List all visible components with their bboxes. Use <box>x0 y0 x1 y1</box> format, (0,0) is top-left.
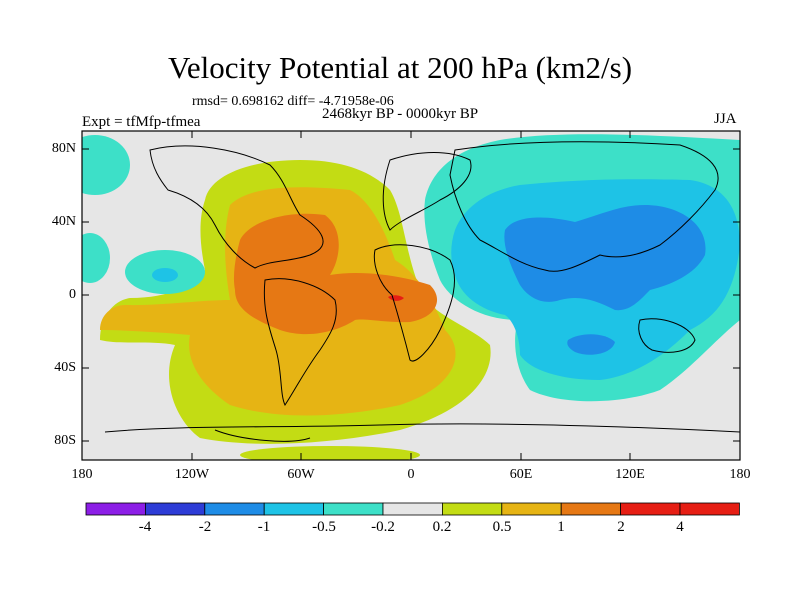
lon-label-120e: 120E <box>615 467 645 482</box>
lon-label-60w: 60W <box>287 467 315 482</box>
colorbar <box>85 502 740 516</box>
colorbar-label: 2 <box>617 519 625 535</box>
colorbar-box-10 <box>679 502 740 516</box>
colorbar-label: -0.2 <box>371 519 395 535</box>
colorbar-box-6 <box>441 502 503 516</box>
experiment-label: Expt = tfMfp-tfmea <box>82 114 201 130</box>
contour-negative-1-south <box>567 334 615 355</box>
contour-negative-1 <box>504 205 706 311</box>
season-label: JJA <box>714 111 737 127</box>
period-line: 2468kyr BP - 0000kyr BP <box>322 106 479 122</box>
lat-label-0: 0 <box>69 287 76 302</box>
lon-ticks <box>191 131 631 460</box>
lat-label-40n: 40N <box>51 214 76 229</box>
contour-south-pacific <box>133 313 157 327</box>
colorbar-box-9 <box>620 502 681 516</box>
colorbar-label: 0.2 <box>432 519 452 535</box>
contour-east-pacific <box>82 233 110 283</box>
colorbar-label: 4 <box>676 519 684 535</box>
contour-northeast-pacific-core <box>152 268 178 282</box>
colorbar-box-7 <box>501 502 562 516</box>
contour-positive-1 <box>233 213 438 335</box>
colorbar-label: 1 <box>557 519 565 535</box>
plot-title: Velocity Potential at 200 hPa (km2/s) <box>167 50 633 85</box>
lat-label-40s: 40S <box>54 360 76 375</box>
colorbar-label: -4 <box>138 519 152 535</box>
colorbar-box-2 <box>204 502 265 516</box>
lat-label-80n: 80N <box>51 141 76 156</box>
lon-label-0: 0 <box>407 467 415 482</box>
colorbar-box-4 <box>323 502 384 516</box>
colorbar-box-0 <box>85 502 146 516</box>
colorbar-box-8 <box>560 502 622 516</box>
colorbar-label: 0.5 <box>492 519 512 535</box>
lon-label-180w: 180 <box>71 467 93 482</box>
colorbar-box-1 <box>144 502 206 516</box>
contour-antarctic-edge <box>240 446 420 460</box>
colorbar-box-3 <box>263 502 325 516</box>
lat-label-80s: 80S <box>54 433 76 448</box>
lon-label-60e: 60E <box>509 467 533 482</box>
contour-arctic-pacific <box>82 135 130 195</box>
colorbar-label: -2 <box>198 519 212 535</box>
lon-label-180e: 180 <box>729 467 751 482</box>
colorbar-box-5 <box>382 502 443 516</box>
coastlines <box>104 141 740 442</box>
lat-ticks <box>82 148 740 442</box>
colorbar-label: -1 <box>257 519 271 535</box>
colorbar-label: -0.5 <box>312 519 336 535</box>
stats-line: rmsd= 0.698162 diff= -4.71958e-06 <box>192 94 394 109</box>
lon-label-120w: 120W <box>174 467 210 482</box>
